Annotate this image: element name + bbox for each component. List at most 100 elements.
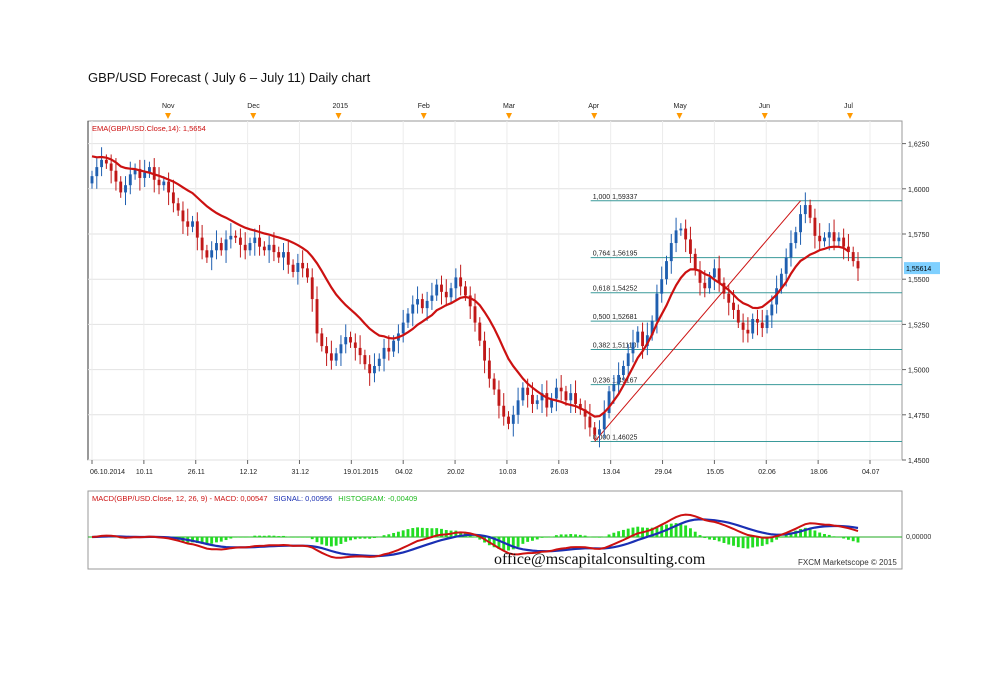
month-label: Jun	[759, 103, 770, 110]
histogram-bar	[569, 534, 573, 537]
histogram-bar	[823, 534, 826, 537]
x-tick-label: 29.04	[655, 469, 673, 476]
histogram-bar	[296, 537, 300, 538]
candle-body	[387, 347, 391, 352]
candle-body	[794, 232, 798, 244]
candle-body	[382, 347, 386, 359]
candle-body	[210, 250, 214, 258]
month-marker-icon	[591, 113, 598, 119]
histogram-bar	[511, 537, 515, 550]
histogram-bar	[238, 537, 242, 538]
histogram-bar	[363, 537, 367, 539]
histogram-bar	[459, 531, 463, 537]
fib-level-label: 0,618 1,54252	[593, 286, 638, 293]
histogram-bar	[722, 537, 726, 543]
y-tick-label: 1,4750	[908, 413, 930, 420]
month-marker-icon	[250, 113, 257, 119]
candle-body	[162, 181, 166, 186]
histogram-bar	[521, 537, 525, 544]
candle-body	[526, 387, 530, 395]
histogram-bar	[808, 528, 812, 537]
month-label: Mar	[503, 103, 516, 110]
histogram-bar	[650, 527, 654, 537]
histogram-bar	[396, 531, 400, 537]
histogram-bar	[344, 537, 348, 542]
histogram-bar	[540, 537, 544, 538]
y-tick-label: 1,4500	[908, 458, 930, 465]
candle-body	[363, 355, 367, 365]
candle-body	[483, 340, 487, 361]
candle-body	[167, 181, 171, 193]
histogram-bar	[329, 537, 333, 547]
date-x-axis: 06.10.2014 10.11 26.11 12.12 31.12 19.01.2015…	[90, 460, 880, 476]
candle-body	[100, 159, 104, 168]
histogram-bar	[708, 537, 712, 540]
histogram-bar	[334, 537, 338, 546]
histogram-bar	[262, 535, 266, 537]
candle-body	[540, 393, 544, 401]
histogram-bar	[799, 528, 802, 537]
candle-body	[679, 228, 683, 231]
month-marker-icon	[165, 113, 171, 119]
candle-body	[176, 203, 180, 211]
candle-body	[593, 427, 597, 435]
histogram-bar	[382, 535, 386, 537]
candle-body	[851, 252, 855, 262]
page-title: GBP/USD Forecast ( July 6 – July 11) Dai…	[88, 70, 371, 85]
month-label: Jul	[844, 103, 853, 110]
month-label: May	[674, 103, 688, 110]
month-marker-icon	[676, 113, 683, 119]
candle-body	[171, 192, 175, 204]
candle-body	[516, 400, 520, 415]
x-tick-label: 26.11	[188, 469, 205, 476]
histogram-bar	[310, 537, 314, 540]
candle-body	[818, 235, 822, 242]
candle-body	[760, 322, 764, 329]
candle-body	[301, 262, 305, 269]
histogram-bar	[550, 536, 554, 538]
histogram-bar	[535, 537, 539, 540]
histogram-bar	[736, 537, 740, 548]
candle-body	[435, 284, 439, 296]
histogram-bar	[205, 537, 209, 545]
candle-body	[717, 268, 721, 283]
candle-body	[564, 391, 568, 401]
candle-body	[507, 416, 510, 424]
candle-body	[133, 168, 137, 175]
histogram-bar	[492, 537, 496, 548]
candle-body	[200, 237, 204, 251]
watermark-email: office@mscapitalconsulting.com	[494, 551, 706, 568]
macd-legend-macd: MACD: 0,00547	[214, 494, 267, 503]
candle-body	[837, 237, 841, 242]
histogram-bar	[286, 536, 290, 538]
histogram-bar	[770, 537, 774, 543]
histogram-bar	[574, 534, 577, 537]
candle-body	[358, 347, 362, 356]
x-tick-label: 10.03	[499, 469, 517, 476]
x-tick-label: 10.11	[136, 469, 153, 476]
histogram-bar	[306, 537, 309, 538]
month-marker-icon	[761, 113, 768, 119]
candle-body	[291, 264, 295, 272]
ema-line	[91, 155, 850, 418]
candle-body	[741, 322, 745, 330]
candle-body	[732, 302, 735, 310]
histogram-bar	[358, 537, 362, 539]
histogram-bar	[377, 536, 381, 538]
candle-body	[296, 262, 300, 272]
candle-body	[703, 282, 707, 289]
histogram-bar	[818, 532, 822, 537]
candle-body	[325, 346, 329, 354]
histogram-bar	[253, 535, 257, 537]
histogram-bar	[473, 536, 477, 538]
candle-body	[310, 277, 314, 300]
candle-body	[751, 318, 755, 334]
candle-body	[181, 210, 185, 222]
histogram-bar	[401, 530, 405, 537]
histogram-bar	[712, 537, 716, 541]
candle-body	[119, 181, 123, 193]
histogram-bar	[679, 523, 683, 537]
macd-legend-prefix: MACD(GBP/USD.Close, 12, 26, 9) -	[92, 494, 214, 503]
month-label: Nov	[162, 103, 175, 110]
histogram-bar	[425, 528, 429, 537]
